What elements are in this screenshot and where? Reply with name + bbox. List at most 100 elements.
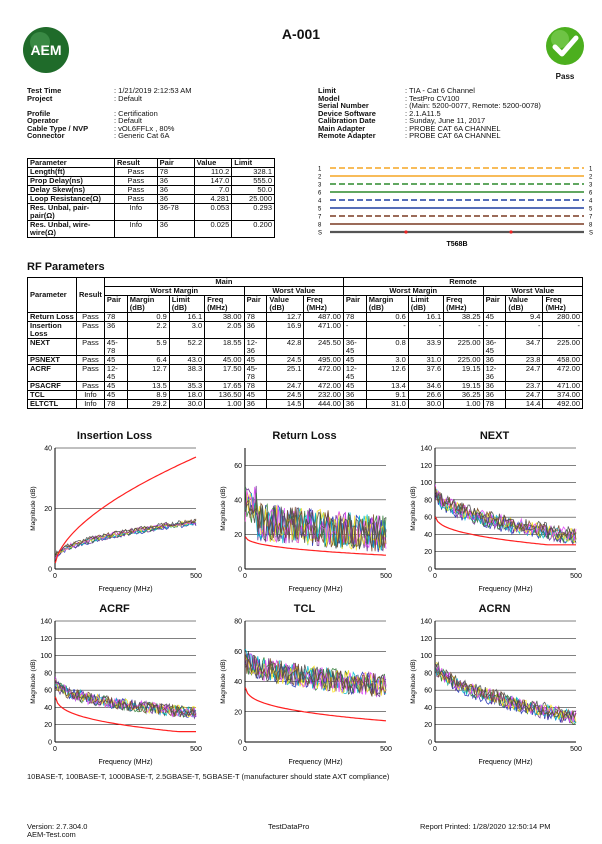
y-tick-label: 20 (234, 532, 242, 539)
rf-cell: 30.0 (169, 400, 204, 409)
y-tick-label: 40 (44, 705, 52, 712)
rf-cell: 0.8 (366, 339, 408, 356)
rf-header-result: Result (77, 278, 105, 313)
x-tick-label: 500 (570, 573, 582, 580)
x-axis-label: Frequency (MHz) (288, 759, 342, 766)
y-tick-label: 0 (48, 740, 52, 747)
info-value: : Default (114, 95, 142, 103)
y-tick-label: 0 (428, 567, 432, 574)
y-tick-label: 120 (40, 636, 52, 643)
rf-cell: 16.9 (267, 322, 304, 339)
rf-cell: 18.55 (205, 339, 244, 356)
rf-subheader: Pair (244, 296, 267, 313)
chart-title: Insertion Loss (27, 430, 202, 442)
rf-param-name: Insertion Loss (28, 322, 77, 339)
wire-pin-left: 7 (318, 215, 322, 221)
info-row (27, 102, 192, 110)
wire-pin-right: 1 (589, 167, 593, 173)
chart-title: NEXT (407, 430, 582, 442)
summary-cell: 0.293 (232, 204, 275, 221)
rf-cell: 36 (343, 400, 366, 409)
y-axis-label: Magnitude (dB) (410, 659, 417, 703)
rf-cell: 36 (244, 400, 267, 409)
x-axis-label: Frequency (MHz) (478, 586, 532, 593)
rf-param-name: NEXT (28, 339, 77, 356)
y-tick-label: 0 (238, 567, 242, 574)
rf-cell: 78 (483, 400, 506, 409)
rf-cell: 444.00 (304, 400, 343, 409)
summary-table: Parameter Result Pair Value Limit Length(ft)… (27, 158, 275, 238)
rf-cell: 36-45 (483, 339, 506, 356)
summary-row: Res. Unbal, pair-pair(Ω) Info 36-78 0.053 0.… (28, 204, 275, 221)
y-tick-label: 60 (234, 649, 242, 656)
rf-row: ACRF Pass 12-45 12.7 38.3 17.50 45-78 25.1 472.0… (28, 365, 583, 382)
chart-tcl: 0204060800 500Frequency (MHz)Magnitude (d… (217, 617, 392, 768)
wire-pin-left: 6 (318, 191, 322, 197)
rf-param-name: ELTCTL (28, 400, 77, 409)
limit-line (245, 688, 386, 721)
rf-subheader: Margin (dB) (127, 296, 169, 313)
page-title: A-001 (0, 26, 602, 42)
rf-cell: 12-45 (343, 365, 366, 382)
rf-subheader: Pair (104, 296, 127, 313)
rf-subheader: Freq (MHz) (444, 296, 483, 313)
x-axis-label: Frequency (MHz) (288, 586, 342, 593)
rf-row: Insertion Loss Pass 36 2.2 3.0 2.05 36 16.9 471.… (28, 322, 583, 339)
x-axis-label: Frequency (MHz) (478, 759, 532, 766)
summary-cell: 36 (157, 221, 194, 238)
y-tick-label: 80 (424, 497, 432, 504)
rf-cell: 2.2 (127, 322, 169, 339)
rf-cell: 12-45 (104, 365, 127, 382)
wire-pin-left: 3 (318, 183, 322, 189)
footer-site: AEM-Test.com (27, 831, 76, 839)
info-label: Connector (27, 132, 114, 140)
rf-cell: 52.2 (169, 339, 204, 356)
y-tick-label: 0 (428, 740, 432, 747)
rf-cell: 0.6 (366, 313, 408, 322)
rf-cell: 33.9 (408, 339, 443, 356)
wire-pin-right: 8 (589, 223, 593, 229)
chart-next: 0 20 40 60 80 100 120 140 0 500 Frequency (MHz) Mag… (407, 444, 582, 595)
test-info-right: Limit: TIA - Cat 6 Channel Model: TestPro… (318, 87, 541, 140)
rf-subheader: Freq (MHz) (205, 296, 244, 313)
rf-result: Info (77, 400, 105, 409)
wire-map: 1 1 2 2 3 3 6 6 4 4 5 5 7 7 8 8 S S T568B (316, 160, 598, 250)
y-tick-label: 60 (234, 463, 242, 470)
wire-pin-right: 7 (589, 215, 593, 221)
rf-subheader: Freq (MHz) (304, 296, 343, 313)
rf-cell: 12-36 (483, 365, 506, 382)
y-axis-label: Magnitude (dB) (410, 486, 417, 530)
y-tick-label: 140 (420, 619, 432, 626)
rf-subheader: Freq (MHz) (543, 296, 583, 313)
y-tick-label: 40 (424, 532, 432, 539)
summary-cell: 0.200 (232, 221, 275, 238)
y-tick-label: 20 (44, 506, 52, 513)
y-tick-label: 40 (44, 446, 52, 453)
y-tick-label: 100 (40, 653, 52, 660)
wire-pin-right: 3 (589, 183, 593, 189)
info-value: : PROBE CAT 6A CHANNEL (405, 132, 501, 140)
rf-header-row: Pair Margin (dB) Limit (dB) Freq (MHz) Pair V… (28, 296, 583, 313)
y-tick-label: 20 (424, 549, 432, 556)
y-tick-label: 120 (420, 463, 432, 470)
chart-title: Return Loss (217, 430, 392, 442)
rf-cell: 225.00 (543, 339, 583, 356)
wire-pin-right: 2 (589, 175, 593, 181)
rf-row: NEXT Pass 45-78 5.9 52.2 18.55 12-36 42.8 245.50… (28, 339, 583, 356)
rf-cell: - (543, 322, 583, 339)
summary-cell: Res. Unbal, wire-wire(Ω) (28, 221, 115, 238)
wire-pin-right: 5 (589, 207, 593, 213)
rf-cell: 471.00 (304, 322, 343, 339)
x-tick-label: 0 (433, 746, 437, 753)
chart-acrf: 0 20 40 60 80 100 120 140 0 500 Frequency (MHz) Mag… (27, 617, 202, 768)
y-tick-label: 40 (234, 497, 242, 504)
y-tick-label: 100 (420, 653, 432, 660)
rf-parameters-heading: RF Parameters (27, 261, 105, 273)
wiring-standard: T568B (446, 241, 467, 248)
y-axis-label: Magnitude (dB) (220, 486, 227, 530)
wire-pin-left: 1 (318, 167, 322, 173)
measurement-trace (55, 522, 196, 556)
y-tick-label: 80 (424, 670, 432, 677)
y-tick-label: 20 (234, 709, 242, 716)
rf-cell: 12.6 (366, 365, 408, 382)
